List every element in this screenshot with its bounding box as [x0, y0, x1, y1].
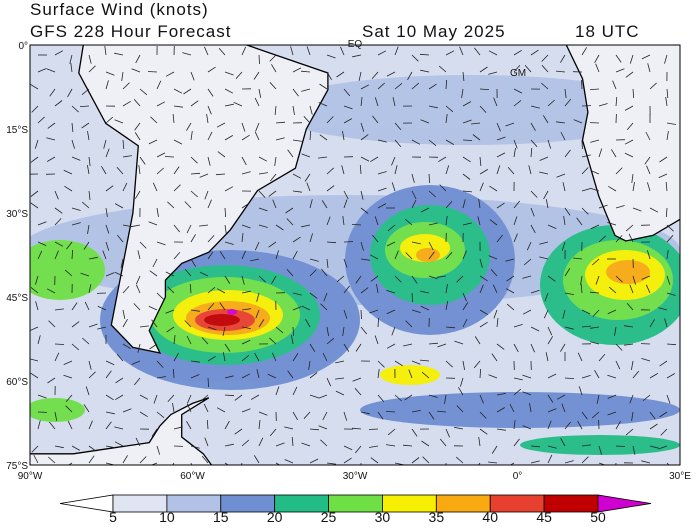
wind-barb: [616, 446, 625, 447]
colorbar-tick-label: 10: [159, 509, 175, 525]
colorbar-tick-label: 5: [109, 509, 117, 525]
wind-barb: [361, 310, 362, 319]
longitude-label: 30°E: [669, 471, 691, 482]
wind-barb: [55, 344, 64, 345]
colorbar-tick-label: 50: [590, 509, 606, 525]
time: 18 UTC: [575, 22, 640, 41]
wind-barb: [165, 157, 174, 158]
longitude-label: 60°W: [180, 471, 205, 482]
colorbar-tick-label: 25: [321, 509, 337, 525]
latitude-label: 45°S: [6, 293, 28, 304]
longitude-label: 30°W: [343, 471, 368, 482]
latitude-label: 0°: [18, 41, 28, 52]
colorbar-tick-label: 30: [375, 509, 391, 525]
date: Sat 10 May 2025: [362, 22, 506, 41]
latitude-label: 15°S: [6, 125, 28, 136]
meridian-label: GM: [510, 68, 526, 79]
colorbar: 5 10 15 20 25 30 35 40 45 50: [60, 495, 651, 525]
colorbar-cell: [60, 495, 113, 512]
longitude-label: 90°W: [18, 471, 43, 482]
wind-barb: [369, 429, 378, 430]
latitude-label: 30°S: [6, 209, 28, 220]
wind-barb: [582, 80, 583, 89]
wind-barb: [148, 72, 157, 73]
colorbar-tick-label: 40: [482, 509, 498, 525]
longitude-label: 0°: [513, 471, 523, 482]
colorbar-cell: [598, 495, 651, 512]
subtitle: GFS 228 Hour Forecast: [30, 22, 231, 41]
wind-barb: [463, 140, 472, 141]
colorbar-tick-label: 15: [213, 509, 229, 525]
map: [15, 23, 691, 477]
wind-barb: [259, 55, 260, 64]
latitude-label: 60°S: [6, 377, 28, 388]
title: Surface Wind (knots): [30, 0, 209, 19]
colorbar-tick-label: 45: [536, 509, 552, 525]
colorbar-tick-label: 35: [429, 509, 445, 525]
equator-label: EQ: [348, 39, 363, 50]
colorbar-tick-label: 20: [267, 509, 283, 525]
